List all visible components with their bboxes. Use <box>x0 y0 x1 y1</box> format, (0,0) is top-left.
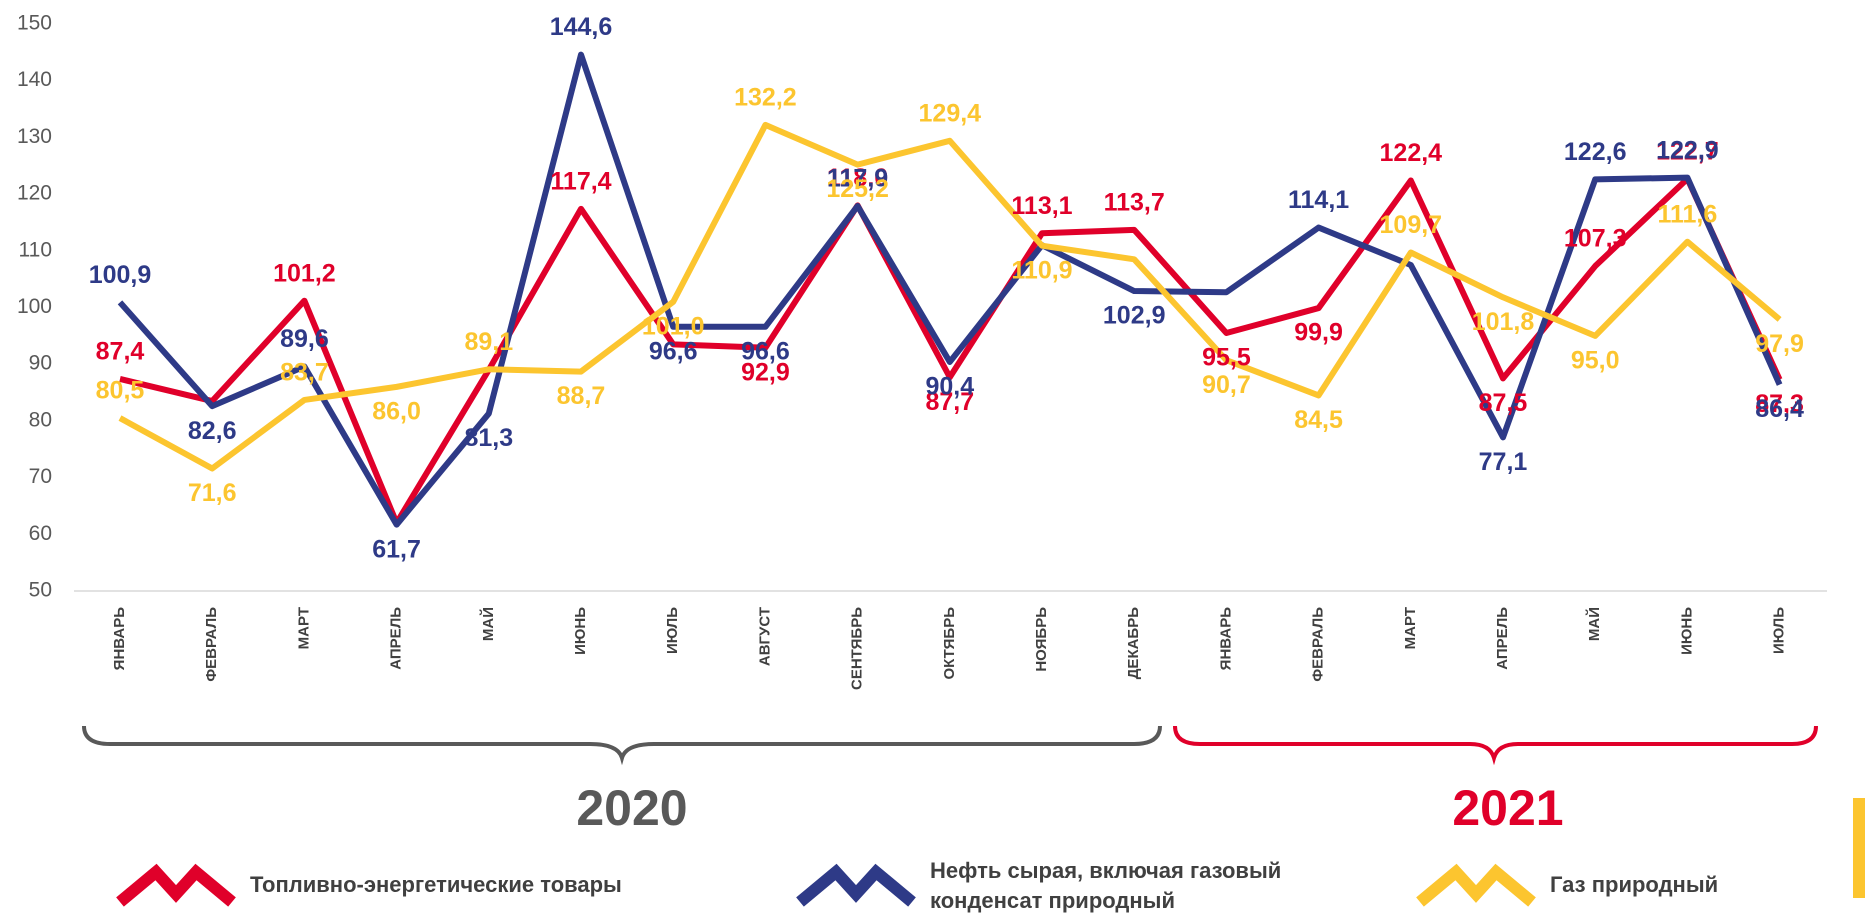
legend-label-line: конденсат природный <box>930 888 1175 913</box>
y-tick-label: 120 <box>17 182 52 205</box>
x-tick-label: ЯНВАРЬ <box>1217 607 1234 671</box>
data-label: 102,9 <box>1103 302 1166 330</box>
x-tick-label: ДЕКАБРЬ <box>1125 607 1142 679</box>
data-label: 87,7 <box>925 388 974 416</box>
data-label: 77,1 <box>1479 448 1528 476</box>
x-tick-label: АВГУСТ <box>756 607 773 666</box>
x-tick-label: ФЕВРАЛЬ <box>203 607 220 682</box>
y-tick-label: 110 <box>19 238 52 261</box>
data-label: 97,9 <box>1755 330 1804 358</box>
data-label: 96,6 <box>649 337 698 365</box>
x-tick-label: НОЯБРЬ <box>1033 607 1050 672</box>
bracket-2020 <box>82 725 1162 766</box>
data-label: 101,0 <box>642 312 705 340</box>
y-tick-label: 50 <box>29 579 52 602</box>
decor <box>1853 798 1865 898</box>
data-label: 111,6 <box>1657 200 1717 228</box>
data-label: 118,0 <box>827 164 888 192</box>
legend-swatch <box>116 863 236 907</box>
data-label: 92,9 <box>741 358 790 386</box>
year-label: 2021 <box>1452 780 1563 836</box>
x-tick-label: МАЙ <box>479 607 497 641</box>
legend-swatch <box>796 863 916 907</box>
legend-label: Нефть сырая, включая газовый конденсат пр… <box>930 858 1281 913</box>
y-tick-label: 150 <box>17 12 52 35</box>
y-tick-label: 130 <box>17 125 52 148</box>
data-label: 101,8 <box>1472 308 1535 336</box>
data-label: 71,6 <box>188 479 237 507</box>
data-label: 95,5 <box>1202 344 1251 372</box>
data-label: 81,3 <box>464 424 513 452</box>
y-tick-label: 60 <box>29 522 52 545</box>
data-label: 90,7 <box>1202 371 1251 399</box>
data-label: 87,5 <box>1479 389 1528 417</box>
data-label: 117,4 <box>550 167 611 195</box>
x-tick-label: ИЮНЬ <box>572 607 589 655</box>
data-label: 95,0 <box>1571 346 1620 374</box>
data-label: 109,7 <box>1380 211 1443 239</box>
x-tick-label: СЕНТЯБРЬ <box>849 607 866 690</box>
data-label: 99,9 <box>1294 319 1343 347</box>
y-tick-label: 90 <box>29 352 52 375</box>
data-label: 84,5 <box>1294 406 1343 434</box>
data-label: 110,9 <box>1011 256 1072 284</box>
data-label: 122,9 <box>1656 136 1719 164</box>
x-tick-label: МАРТ <box>295 607 312 649</box>
data-label: 90,4 <box>925 373 974 401</box>
legend-label: Газ природный <box>1550 872 1718 897</box>
data-label: 125,2 <box>826 175 889 203</box>
x-tick-label: ФЕВРАЛЬ <box>1310 607 1327 682</box>
data-label: 86,0 <box>372 397 421 425</box>
x-tick-label: ИЮЛЬ <box>664 607 681 654</box>
y-tick-label: 70 <box>29 465 52 488</box>
legend-label-line: Нефть сырая, включая газовый <box>930 858 1281 883</box>
data-label: 117,9 <box>827 165 888 193</box>
data-label: 122,7 <box>1656 137 1719 165</box>
x-tick-label: АПРЕЛЬ <box>388 607 405 670</box>
data-label: 89,1 <box>464 328 513 356</box>
x-tick-label: ИЮНЬ <box>1678 607 1695 655</box>
data-label: 83,7 <box>280 359 329 387</box>
y-tick-label: 80 <box>29 408 52 431</box>
data-label: 89,6 <box>280 325 329 353</box>
data-label: 114,1 <box>1288 186 1349 214</box>
data-label: 61,7 <box>372 535 421 563</box>
x-tick-label: ЯНВАРЬ <box>111 607 128 671</box>
data-label: 100,9 <box>89 261 152 289</box>
line <box>118 121 1782 472</box>
bracket-2021 <box>1173 725 1818 766</box>
x-tick-label: МАЙ <box>1585 607 1603 641</box>
legend-label: Топливно-энергетические товары <box>250 872 622 897</box>
data-label: 80,5 <box>96 377 145 405</box>
data-label: 129,4 <box>919 99 982 127</box>
data-label: 113,1 <box>1011 192 1072 220</box>
x-tick-label: АПРЕЛЬ <box>1494 607 1511 670</box>
x-tick-label: МАРТ <box>1402 607 1419 649</box>
data-label: 101,2 <box>273 259 336 287</box>
data-label: 87,3 <box>1755 390 1804 418</box>
year-label: 2020 <box>576 780 687 836</box>
data-label: 132,2 <box>734 84 797 112</box>
data-label: 87,4 <box>96 338 145 366</box>
data-label: 122,6 <box>1564 138 1627 166</box>
x-tick-label: ОКТЯБРЬ <box>941 607 958 680</box>
data-label: 86,4 <box>1755 395 1804 423</box>
data-label: 122,4 <box>1380 139 1443 167</box>
data-label: 107,3 <box>1564 225 1627 253</box>
y-tick-label: 140 <box>17 68 52 91</box>
y-tick-label: 100 <box>17 295 52 318</box>
data-label: 144,6 <box>550 13 613 41</box>
data-label: 82,6 <box>188 417 237 445</box>
data-label: 96,6 <box>741 337 790 365</box>
data-label: 113,7 <box>1104 188 1165 216</box>
data-label: 88,7 <box>557 382 606 410</box>
x-tick-label: ИЮЛЬ <box>1771 607 1788 654</box>
line <box>117 51 1783 528</box>
legend-swatch <box>1416 863 1536 907</box>
